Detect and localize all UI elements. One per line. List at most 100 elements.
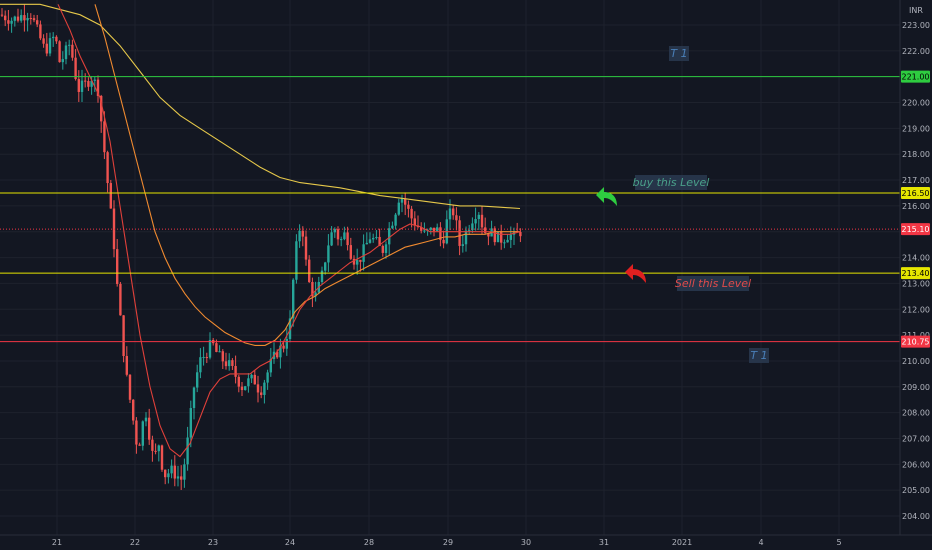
time-axis[interactable]: 21 22 23 24 28 29 30 31 2021 4 5 <box>0 534 932 550</box>
x-tick-label: 30 <box>521 538 531 547</box>
annotation-text: T 1 <box>750 349 767 362</box>
candle-body <box>413 218 416 226</box>
y-tick-label: 208.00 <box>902 409 930 418</box>
annotation-4[interactable]: T 1 <box>749 348 769 363</box>
candle-body <box>471 223 474 231</box>
candle-body <box>71 44 74 58</box>
y-tick-label: 223.00 <box>902 21 930 30</box>
level-marker-label: 216.50 <box>902 189 930 198</box>
candle-body <box>506 239 509 243</box>
candle-body <box>330 232 333 246</box>
y-tick-label: 216.00 <box>902 202 930 211</box>
candle-body <box>349 245 352 259</box>
candle-body <box>394 214 397 226</box>
candle-body <box>77 79 80 92</box>
candle-body <box>436 227 439 232</box>
moving-averages <box>0 3 521 458</box>
y-tick-label: 219.00 <box>902 124 930 133</box>
candle-body <box>237 376 240 387</box>
level-marker-label: 221.00 <box>902 73 930 82</box>
level-marker <box>901 267 930 280</box>
candle-body <box>452 208 455 216</box>
candle-body <box>493 228 496 243</box>
candle-body <box>442 239 445 244</box>
candle-body <box>20 15 23 21</box>
candle-body <box>378 236 381 246</box>
candle-body <box>48 38 52 54</box>
candle-body <box>0 14 4 16</box>
candle-body <box>509 234 512 240</box>
annotation-box <box>669 46 689 61</box>
candle-body <box>42 38 45 44</box>
candle-body <box>381 245 384 253</box>
candle-body <box>384 244 388 253</box>
candle-body <box>61 59 64 63</box>
y-tick-label: 206.00 <box>902 460 930 469</box>
candle-body <box>375 236 378 238</box>
candle-body <box>340 239 343 241</box>
level-marker-label: 213.40 <box>902 269 930 278</box>
candle-body <box>285 338 288 349</box>
y-tick-label: 222.00 <box>902 47 930 56</box>
candle-body <box>343 232 346 240</box>
candle-body <box>199 357 202 373</box>
candle-body <box>298 230 301 242</box>
annotations[interactable]: T 1 buy this Level Sell this Level T 1 <box>596 46 769 363</box>
candle-body <box>407 204 410 209</box>
candle-body <box>269 359 272 373</box>
candle-body <box>247 378 250 387</box>
last-price-label: 215.10 <box>902 225 930 234</box>
candle-body <box>167 473 170 478</box>
candle-body <box>224 361 228 367</box>
level-marker <box>901 70 930 83</box>
candle-body <box>368 239 372 243</box>
candle-body <box>55 36 58 42</box>
candle-body <box>260 392 263 395</box>
candle-body <box>215 343 218 352</box>
candle-body <box>87 81 90 87</box>
candle-body <box>45 43 48 54</box>
candle-body <box>7 20 10 24</box>
candle-body <box>170 465 173 474</box>
annotation-1[interactable]: T 1 <box>669 46 689 61</box>
price-levels[interactable] <box>0 76 900 343</box>
candle-body <box>464 230 468 245</box>
y-tick-label: 205.00 <box>902 486 930 495</box>
candle-body <box>196 372 199 388</box>
candle-body <box>487 233 490 237</box>
candle-body <box>311 281 314 297</box>
candle-body <box>432 227 436 232</box>
annotation-2[interactable]: buy this Level <box>633 175 710 190</box>
candle-body <box>90 80 93 87</box>
candle-body <box>266 372 269 383</box>
annotation-text: T 1 <box>670 47 687 60</box>
candle-body <box>365 242 368 245</box>
candle-body <box>122 315 125 357</box>
ma-fast-line <box>57 4 521 458</box>
candle-body <box>362 244 365 262</box>
candle-body <box>234 365 237 377</box>
x-tick-label: 21 <box>52 538 62 547</box>
candle-body <box>205 357 208 359</box>
candle-body <box>84 80 87 82</box>
level-marker <box>901 335 930 348</box>
candle-body <box>100 95 103 122</box>
x-tick-label: 29 <box>443 538 453 547</box>
candle-body <box>439 227 442 240</box>
candle-body <box>397 202 400 215</box>
candle-body <box>279 345 282 358</box>
last-price-marker <box>901 223 930 236</box>
candle-body <box>372 237 375 240</box>
candle-body <box>128 374 132 400</box>
ma-mid-line <box>94 4 520 346</box>
candle-body <box>186 437 189 465</box>
candle-body <box>125 356 128 375</box>
candle-body <box>96 79 100 96</box>
candle-body <box>154 450 157 452</box>
candle-body <box>404 198 407 205</box>
annotation-3[interactable]: Sell this Level <box>675 276 751 291</box>
candle-body <box>314 292 317 297</box>
candle-body <box>119 283 122 316</box>
candle-body <box>519 232 522 237</box>
